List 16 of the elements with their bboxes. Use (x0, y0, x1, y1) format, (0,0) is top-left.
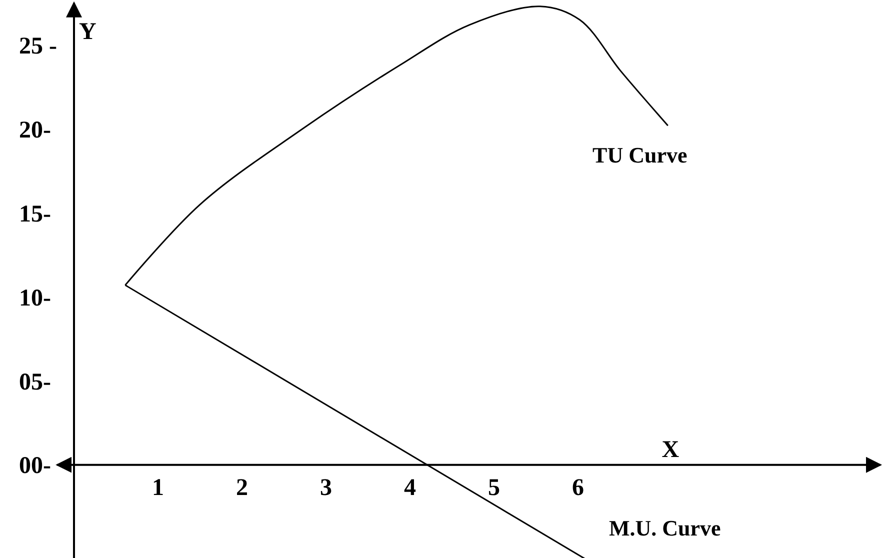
series-label: M.U. Curve (608, 516, 722, 541)
x-axis-title: X (662, 436, 680, 463)
y-tick-label: 05- (19, 369, 51, 396)
y-tick-label: 15- (19, 201, 51, 228)
y-tick-label: 00- (19, 453, 51, 480)
x-tick-label: 1 (152, 474, 164, 501)
series-label: TU Curve (592, 142, 688, 168)
y-axis-title: Y (79, 18, 96, 45)
y-tick-label: 20- (19, 117, 51, 144)
y-tick-label: 25 - (19, 33, 57, 60)
x-tick-label: 5 (488, 474, 500, 501)
x-tick-label: 3 (320, 474, 332, 501)
x-tick-label: 2 (236, 474, 248, 501)
x-tick-label: 6 (572, 474, 584, 501)
x-tick-label: 4 (404, 474, 416, 501)
y-tick-label: 10- (19, 285, 51, 312)
